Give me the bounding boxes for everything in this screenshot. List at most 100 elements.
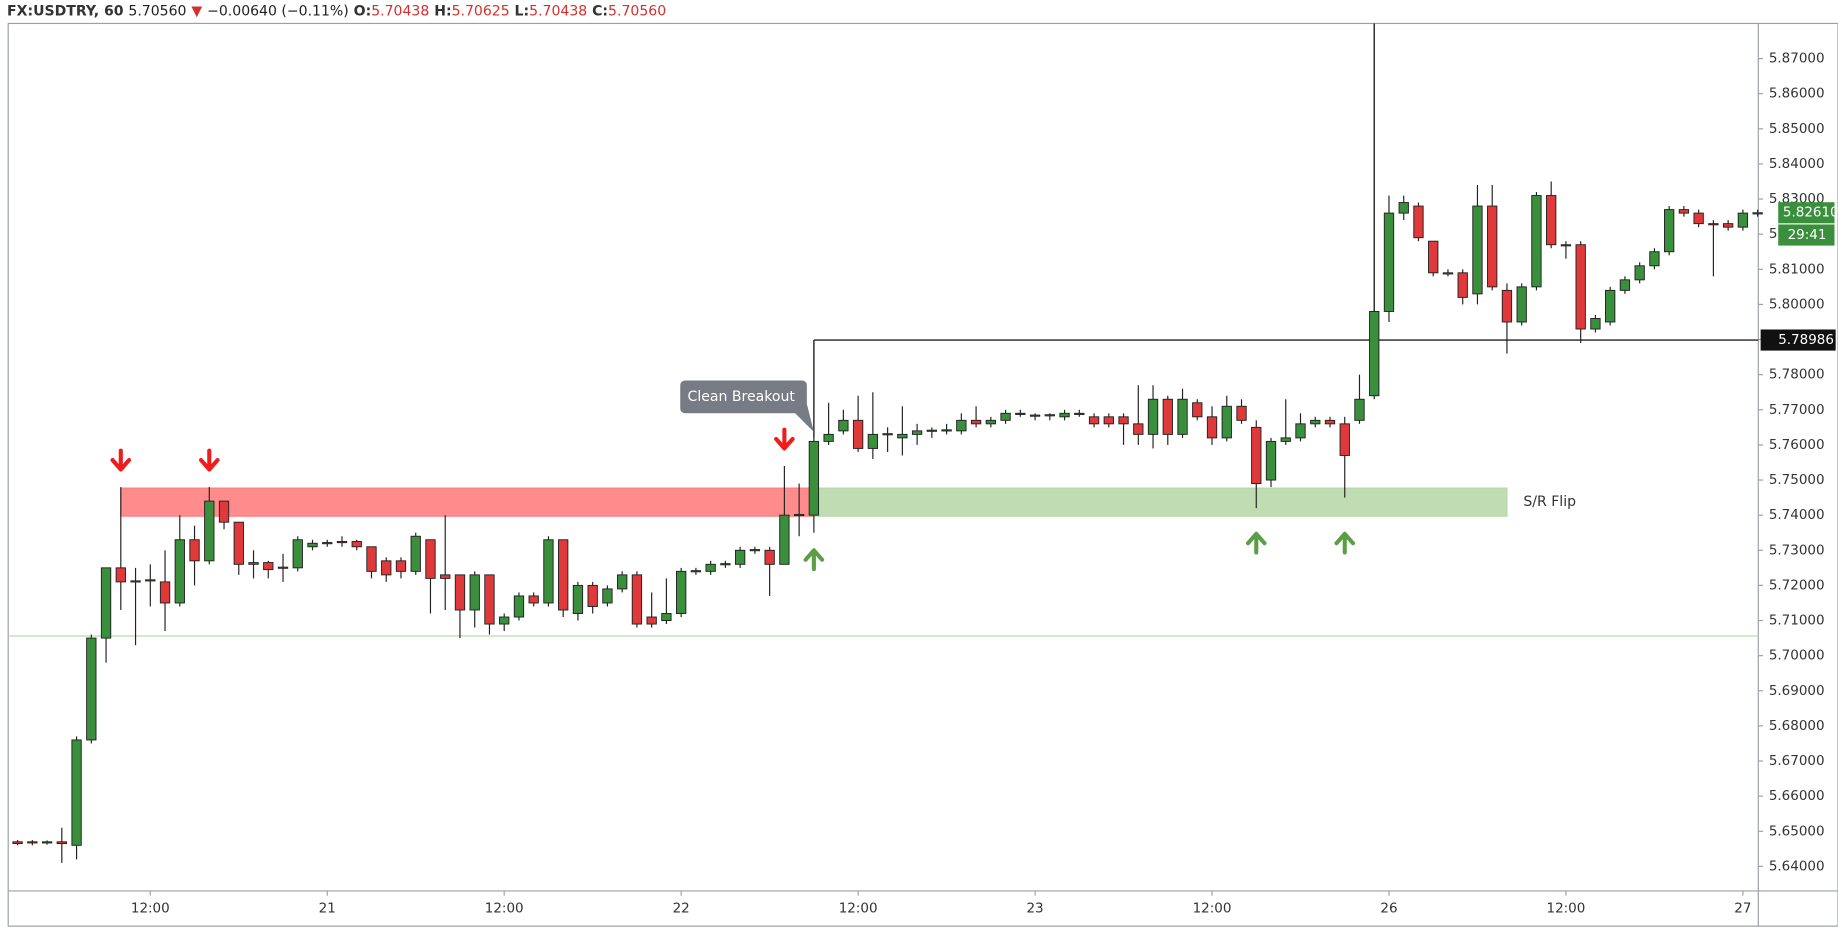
candle-body: [1339, 423, 1350, 456]
candle-body: [263, 562, 274, 571]
candle-body: [1118, 416, 1129, 425]
candle-body: [395, 560, 407, 572]
x-tick-label: 12:00: [1193, 901, 1232, 917]
callout-box: [680, 380, 814, 433]
x-tick-label: 12:00: [485, 901, 524, 917]
candle-body: [1177, 398, 1188, 435]
y-tick-label: 5.69000: [1769, 683, 1825, 699]
countdown-box: [1778, 224, 1835, 246]
candle-body: [587, 584, 598, 607]
close: 5.70560: [608, 4, 666, 20]
candle-body: [867, 433, 879, 449]
x-tick-label: 26: [1380, 901, 1397, 917]
candle-body: [351, 541, 362, 548]
candle-body: [189, 539, 200, 562]
y-tick-label: 5.70000: [1769, 648, 1825, 664]
candle-body: [71, 739, 82, 846]
candle-body: [676, 570, 687, 614]
frame: [7, 22, 1838, 927]
candle-body: [1575, 244, 1586, 330]
candle-body: [1044, 414, 1055, 417]
candle-body: [808, 440, 820, 516]
candle-body: [145, 579, 156, 582]
candle-body: [1531, 195, 1542, 288]
y-tick-label: 5.87000: [1769, 51, 1825, 67]
candle-body: [1236, 405, 1247, 421]
candle-body: [852, 419, 864, 449]
candle-body: [941, 429, 952, 432]
candle-body: [366, 546, 377, 572]
candle-body: [926, 429, 938, 432]
candle-body: [248, 562, 259, 565]
candle-body: [1369, 310, 1380, 397]
candle-body: [1737, 212, 1749, 228]
candle-body: [174, 539, 185, 604]
candle-body: [86, 637, 97, 741]
candle-body: [1398, 202, 1409, 214]
y-tick-label: 5.86000: [1769, 86, 1825, 102]
open: 5.70438: [371, 4, 429, 20]
candle-body: [1722, 223, 1734, 228]
y-tick-label: 5.77000: [1769, 402, 1825, 418]
candle-body: [1546, 195, 1557, 246]
candle-body: [1487, 205, 1498, 288]
candle-body: [956, 419, 967, 432]
last-price-box: [1778, 202, 1835, 224]
candle-body: [322, 542, 333, 545]
candle-body: [970, 419, 982, 425]
candle-body: [1413, 205, 1424, 239]
candle-body: [1752, 212, 1763, 215]
candle-body: [1133, 423, 1144, 435]
candle-body: [1251, 426, 1262, 485]
candle-body: [1206, 416, 1218, 439]
x-tick-label: 21: [319, 901, 336, 917]
candle-body: [1472, 205, 1483, 295]
candle-body: [469, 574, 480, 611]
candle-body: [602, 588, 613, 604]
candle-body: [838, 419, 849, 432]
key: O:: [354, 4, 372, 20]
key: C:: [592, 4, 608, 20]
candle-body: [543, 539, 554, 604]
x-tick-label: 27: [1734, 901, 1751, 917]
candle-body: [1000, 412, 1011, 421]
candle-body: [233, 521, 244, 565]
arrow-marker: [1334, 531, 1355, 555]
candle-body: [1192, 402, 1203, 418]
key: H:: [434, 4, 451, 20]
candle-body: [336, 541, 348, 544]
level-box: [1760, 329, 1836, 351]
candle-body: [558, 539, 569, 611]
candle-body: [705, 563, 716, 572]
arrow: ▼: [191, 4, 202, 20]
high: 5.70625: [452, 4, 510, 20]
y-tick-label: 5.80000: [1769, 296, 1825, 312]
candle-body: [1693, 212, 1704, 225]
candle-body: [1678, 209, 1690, 214]
y-tick-label: 5.85000: [1769, 121, 1825, 137]
candle-body: [1265, 440, 1277, 481]
y-tick-label: 5.65000: [1769, 823, 1825, 839]
candle-body: [528, 595, 539, 604]
candle-body: [292, 539, 303, 569]
candle-body: [779, 514, 790, 565]
candle-body: [41, 841, 53, 844]
y-tick-label: 5.81000: [1769, 261, 1825, 277]
candle-body: [159, 581, 171, 604]
candle-body: [100, 567, 112, 639]
y-tick-label: 5.68000: [1769, 718, 1825, 734]
y-tick-label: 5.75000: [1769, 472, 1825, 488]
y-tick-label: 5.78000: [1769, 367, 1825, 383]
last: 5.70560: [128, 4, 186, 20]
candle-body: [1428, 240, 1439, 274]
candle-body: [690, 570, 702, 573]
candle-body: [130, 580, 141, 583]
candle-body: [1590, 318, 1601, 330]
candle-body: [617, 574, 628, 590]
candle-body: [454, 574, 466, 611]
candle-body: [307, 542, 318, 548]
y-tick-label: 5.73000: [1769, 542, 1825, 558]
candle-body: [1088, 416, 1100, 425]
symbol: FX:USDTRY, 60: [7, 4, 124, 20]
